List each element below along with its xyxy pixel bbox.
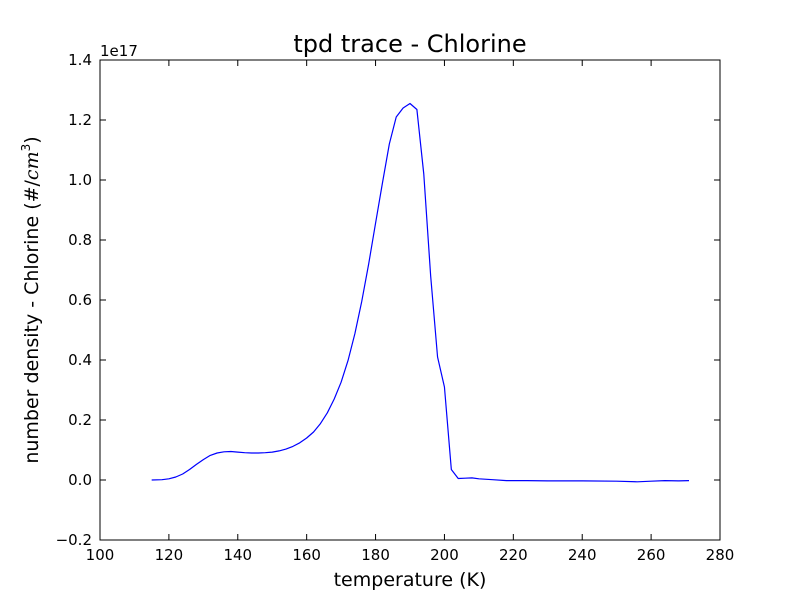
y-tick-label: −0.2	[56, 531, 92, 549]
plot-frame	[99, 59, 721, 541]
chart-title: tpd trace - Chlorine	[293, 30, 526, 58]
y-axis-label-exponent: 3	[19, 144, 33, 152]
y-tick-label: 0.0	[68, 471, 92, 489]
y-tick-label: 0.4	[68, 351, 92, 369]
x-tick-label: 140	[223, 546, 252, 564]
x-tick-label: 100	[86, 546, 115, 564]
series-line-0	[151, 102, 690, 483]
plot-area: 100 120 140 160 180 200 220 240 260 280 −0.2 0.0 0.2…	[56, 51, 735, 564]
x-tick-label: 220	[499, 546, 528, 564]
y-tick-label: 0.8	[68, 231, 92, 249]
y-tick-label: 0.6	[68, 291, 92, 309]
y-tick-label: 0.2	[68, 411, 92, 429]
x-tick-label: 120	[155, 546, 184, 564]
y-axis-label-unit: cm	[21, 151, 43, 180]
y-axis-label: number density - Chlorine (#/cm3)	[19, 136, 43, 463]
y-tick-label: 1.2	[68, 111, 92, 129]
y-tick-label: 1.4	[68, 51, 92, 69]
y-offset-label: 1e17	[100, 42, 138, 60]
x-tick-label: 240	[568, 546, 597, 564]
x-tick-label: 160	[292, 546, 321, 564]
x-axis-label: temperature (K)	[334, 569, 487, 591]
x-tick-label: 200	[430, 546, 459, 564]
x-tick-label: 260	[637, 546, 666, 564]
y-axis-label-suffix: )	[21, 136, 43, 143]
y-tick-label: 1.0	[68, 171, 92, 189]
y-axis-label-prefix: number density - Chlorine (#/	[21, 179, 43, 463]
x-tick-label: 280	[706, 546, 735, 564]
x-tick-label: 180	[361, 546, 390, 564]
